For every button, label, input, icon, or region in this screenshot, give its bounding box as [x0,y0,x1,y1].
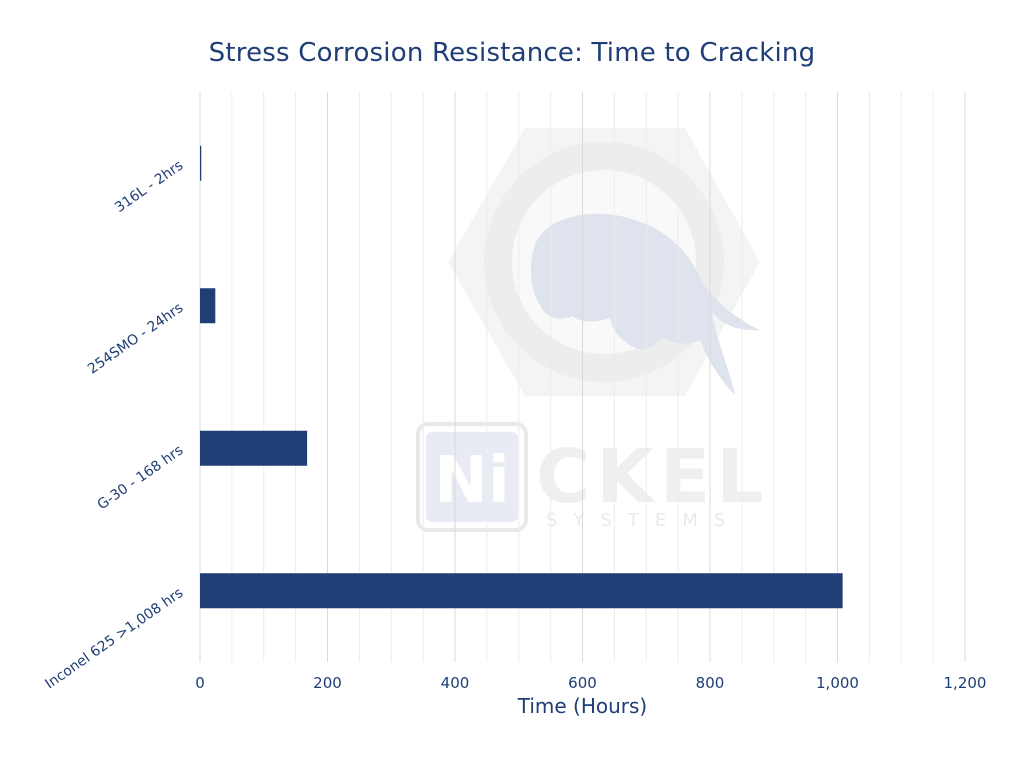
x-tick-label: 400 [441,674,470,692]
x-tick-label: 1,000 [816,674,859,692]
bars [200,145,843,609]
chart-title: Stress Corrosion Resistance: Time to Cra… [208,38,816,68]
bar [200,430,308,466]
watermark-ni-box-fill [426,432,518,522]
watermark-ckel-text: CKEL [536,434,769,520]
y-tick-labels: 316L - 2hrs 254SMO - 24hrs G-30 - 168 hrs I… [42,157,186,692]
y-tick-label: G-30 - 168 hrs [95,442,187,513]
bar [200,288,216,324]
watermark-systems-text: SYSTEMS [546,510,741,531]
x-tick-labels: 0 200 400 600 800 1,000 1,200 [195,674,986,692]
bar [200,145,202,181]
watermark-logo: Ni CKEL SYSTEMS [416,128,769,532]
watermark-ni-text: Ni [434,444,510,518]
x-tick-label: 800 [696,674,725,692]
grid-lines [199,92,966,662]
x-tick-label: 200 [313,674,342,692]
x-tick-label: 0 [195,674,205,692]
watermark-bison-icon [530,213,760,395]
x-axis-label: Time (Hours) [517,694,648,718]
y-tick-label: 254SMO - 24hrs [85,300,186,378]
y-tick-label: Inconel 625 >1,008 hrs [42,585,186,692]
x-tick-label: 600 [568,674,597,692]
bar [200,573,843,609]
x-tick-label: 1,200 [944,674,987,692]
y-tick-label: 316L - 2hrs [112,157,186,216]
